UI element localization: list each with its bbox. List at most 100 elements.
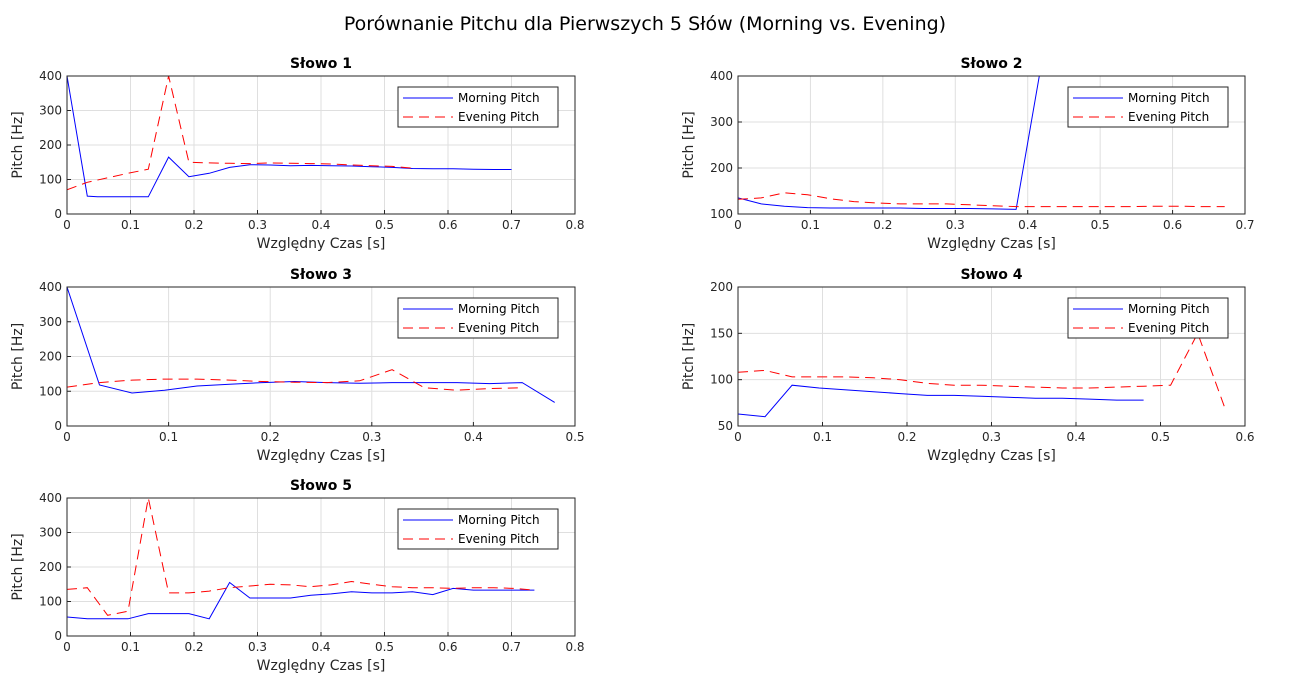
y-tick-label: 200 <box>39 138 62 152</box>
legend-label: Evening Pitch <box>458 321 539 335</box>
y-tick-label: 400 <box>710 69 733 83</box>
x-axis-label: Względny Czas [s] <box>927 236 1056 252</box>
chart-4: 0 0.1 0.2 0.3 0.4 0.5 0.6 50 100 150 200 Słowo 4 Wzg… <box>681 267 1255 464</box>
x-tick-label: 0.2 <box>184 640 203 654</box>
x-tick-label: 0.2 <box>184 218 203 232</box>
axes-frame <box>737 286 1246 427</box>
evening-pitch-line <box>67 497 535 616</box>
x-axis-label: Względny Czas [s] <box>927 448 1056 464</box>
x-tick-label: 0.2 <box>873 218 892 232</box>
legend-box <box>397 508 559 550</box>
y-tick-label: 100 <box>39 384 62 398</box>
y-axis-label: Pitch [Hz] <box>681 323 697 390</box>
y-tick-label: 0 <box>54 629 62 643</box>
legend-label: Evening Pitch <box>1128 321 1209 335</box>
evening-pitch-line <box>67 369 523 391</box>
legend-label: Morning Pitch <box>458 302 540 316</box>
y-tick-label: 200 <box>710 161 733 175</box>
x-tick-label: 0.6 <box>1235 430 1254 444</box>
x-tick-label: 0.5 <box>1151 430 1170 444</box>
x-tick-label: 0.2 <box>897 430 916 444</box>
x-tick-label: 0.3 <box>248 218 267 232</box>
subplot-title: Słowo 5 <box>290 478 352 494</box>
x-tick-label: 0.5 <box>375 218 394 232</box>
y-tick-label: 400 <box>39 280 62 294</box>
axes-frame <box>66 497 576 637</box>
x-tick-label: 0.1 <box>801 218 820 232</box>
axes-frame <box>737 75 1246 215</box>
x-tick-label: 0 <box>734 218 742 232</box>
legend-label: Morning Pitch <box>458 91 540 105</box>
y-tick-label: 100 <box>39 173 62 187</box>
y-axis-label: Pitch [Hz] <box>10 111 26 178</box>
subplot-title: Słowo 3 <box>290 267 352 283</box>
y-tick-label: 100 <box>39 595 62 609</box>
morning-pitch-line <box>738 384 1144 418</box>
y-tick-label: 200 <box>39 350 62 364</box>
x-tick-label: 0.3 <box>362 430 381 444</box>
x-tick-label: 0 <box>63 640 71 654</box>
x-axis-label: Względny Czas [s] <box>257 658 386 674</box>
legend-label: Evening Pitch <box>458 110 539 124</box>
legend: Morning Pitch Evening Pitch <box>397 297 559 339</box>
y-tick-label: 300 <box>39 315 62 329</box>
y-tick-label: 300 <box>39 104 62 118</box>
legend-label: Morning Pitch <box>1128 91 1210 105</box>
legend: Morning Pitch Evening Pitch <box>397 508 559 550</box>
x-tick-label: 0.7 <box>1235 218 1254 232</box>
y-tick-label: 400 <box>39 69 62 83</box>
chart-3: 0 0.1 0.2 0.3 0.4 0.5 0 100 200 300 400 Słowo 3 Wzgl… <box>10 267 585 464</box>
x-tick-label: 0.2 <box>261 430 280 444</box>
y-tick-label: 0 <box>54 207 62 221</box>
y-tick-label: 150 <box>710 326 733 340</box>
y-axis-label: Pitch [Hz] <box>10 323 26 390</box>
legend: Morning Pitch Evening Pitch <box>1067 297 1229 339</box>
x-tick-label: 0.7 <box>502 218 521 232</box>
x-tick-label: 0.3 <box>982 430 1001 444</box>
legend-label: Morning Pitch <box>458 513 540 527</box>
legend-label: Evening Pitch <box>458 532 539 546</box>
y-tick-label: 100 <box>710 373 733 387</box>
x-tick-label: 0.4 <box>1066 430 1085 444</box>
x-tick-label: 0.5 <box>1091 218 1110 232</box>
y-tick-label: 300 <box>710 115 733 129</box>
axes-frame <box>66 286 576 427</box>
subplot-title: Słowo 2 <box>960 56 1022 72</box>
subplot-title: Słowo 4 <box>960 267 1022 283</box>
evening-pitch-line <box>738 192 1225 208</box>
y-tick-label: 200 <box>39 560 62 574</box>
x-tick-label: 0.1 <box>159 430 178 444</box>
x-tick-label: 0.3 <box>946 218 965 232</box>
legend: Morning Pitch Evening Pitch <box>397 86 559 128</box>
x-tick-label: 0.4 <box>464 430 483 444</box>
x-tick-label: 0 <box>63 218 71 232</box>
y-tick-label: 0 <box>54 419 62 433</box>
x-axis-label: Względny Czas [s] <box>257 236 386 252</box>
y-tick-label: 400 <box>39 491 62 505</box>
subplot-title: Słowo 1 <box>290 56 352 72</box>
x-tick-label: 0.8 <box>565 218 584 232</box>
x-tick-label: 0.4 <box>1018 218 1037 232</box>
legend-label: Evening Pitch <box>1128 110 1209 124</box>
y-axis-label: Pitch [Hz] <box>10 533 26 600</box>
figure-title: Porównanie Pitchu dla Pierwszych 5 Słów … <box>344 13 946 35</box>
legend-box <box>1067 86 1229 128</box>
axes-frame <box>66 75 576 215</box>
x-tick-label: 0.6 <box>438 640 457 654</box>
x-tick-label: 0.4 <box>311 218 330 232</box>
x-tick-label: 0.1 <box>813 430 832 444</box>
morning-pitch-line <box>738 75 1063 210</box>
morning-pitch-line <box>67 75 512 198</box>
chart-5: 0 0.1 0.2 0.3 0.4 0.5 0.6 0.7 0.8 0 100 200 300 400 Sł… <box>10 478 585 674</box>
y-tick-label: 50 <box>718 419 733 433</box>
y-tick-label: 200 <box>710 280 733 294</box>
x-tick-label: 0.7 <box>502 640 521 654</box>
evening-pitch-line <box>67 75 413 191</box>
legend-box <box>397 297 559 339</box>
legend: Morning Pitch Evening Pitch <box>1067 86 1229 128</box>
x-tick-label: 0.5 <box>375 640 394 654</box>
x-tick-label: 0.5 <box>565 430 584 444</box>
y-tick-label: 100 <box>710 207 733 221</box>
x-tick-label: 0 <box>63 430 71 444</box>
